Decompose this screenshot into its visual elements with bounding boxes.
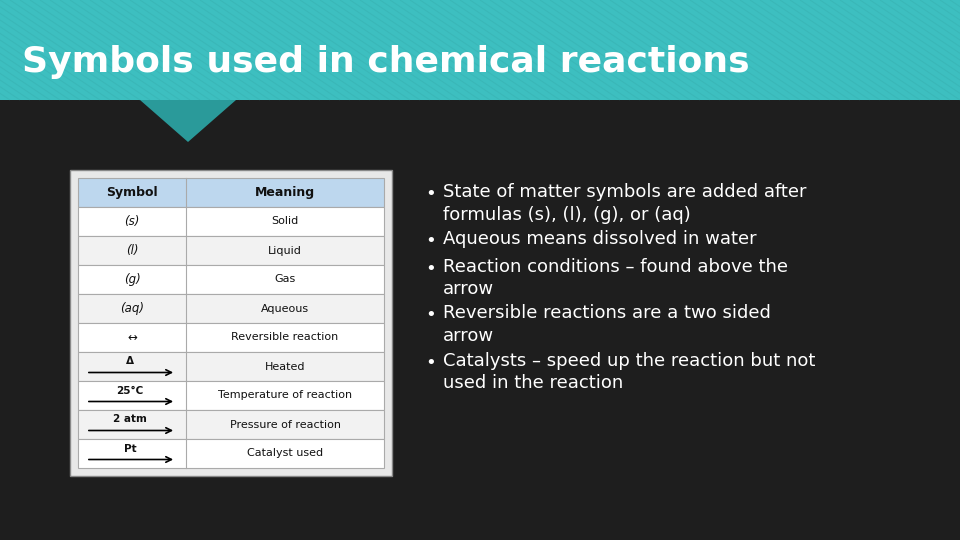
Text: Liquid: Liquid bbox=[268, 246, 302, 255]
Bar bbox=[78, 178, 384, 207]
Text: •: • bbox=[425, 260, 436, 278]
Bar bbox=[78, 439, 384, 468]
Text: Meaning: Meaning bbox=[255, 186, 315, 199]
Text: Reaction conditions – found above the
arrow: Reaction conditions – found above the ar… bbox=[443, 258, 788, 299]
Text: Reversible reactions are a two sided
arrow: Reversible reactions are a two sided arr… bbox=[443, 305, 771, 346]
Text: •: • bbox=[425, 354, 436, 372]
Text: Heated: Heated bbox=[265, 361, 305, 372]
Text: Symbol: Symbol bbox=[107, 186, 157, 199]
Text: 25°C: 25°C bbox=[116, 386, 144, 395]
Text: Catalysts – speed up the reaction but not
used in the reaction: Catalysts – speed up the reaction but no… bbox=[443, 352, 815, 393]
Text: Temperature of reaction: Temperature of reaction bbox=[218, 390, 352, 401]
Bar bbox=[78, 352, 384, 381]
Text: Reversible reaction: Reversible reaction bbox=[231, 333, 339, 342]
Text: Δ: Δ bbox=[126, 356, 134, 367]
Text: •: • bbox=[425, 185, 436, 203]
Text: (g): (g) bbox=[124, 273, 140, 286]
Polygon shape bbox=[140, 100, 236, 142]
Text: Aqueous: Aqueous bbox=[261, 303, 309, 314]
Text: Gas: Gas bbox=[275, 274, 296, 285]
Text: State of matter symbols are added after
formulas (s), (l), (g), or (aq): State of matter symbols are added after … bbox=[443, 183, 806, 224]
Bar bbox=[70, 170, 392, 476]
Text: Pt: Pt bbox=[124, 443, 136, 454]
Text: Pressure of reaction: Pressure of reaction bbox=[229, 420, 341, 429]
Bar bbox=[78, 294, 384, 323]
Bar bbox=[78, 381, 384, 410]
Bar bbox=[78, 265, 384, 294]
Bar bbox=[78, 323, 384, 352]
Text: •: • bbox=[425, 232, 436, 250]
Text: •: • bbox=[425, 307, 436, 325]
Bar bbox=[78, 236, 384, 265]
Text: Symbols used in chemical reactions: Symbols used in chemical reactions bbox=[22, 45, 750, 79]
Text: Solid: Solid bbox=[272, 217, 299, 226]
Text: 2 atm: 2 atm bbox=[113, 415, 147, 424]
Text: (s): (s) bbox=[124, 215, 140, 228]
Bar bbox=[78, 207, 384, 236]
Bar bbox=[0, 0, 960, 100]
Text: (aq): (aq) bbox=[120, 302, 144, 315]
Text: (l): (l) bbox=[126, 244, 138, 257]
Text: ↔: ↔ bbox=[127, 331, 137, 344]
Text: Catalyst used: Catalyst used bbox=[247, 449, 324, 458]
Text: Aqueous means dissolved in water: Aqueous means dissolved in water bbox=[443, 230, 756, 248]
Bar bbox=[78, 410, 384, 439]
